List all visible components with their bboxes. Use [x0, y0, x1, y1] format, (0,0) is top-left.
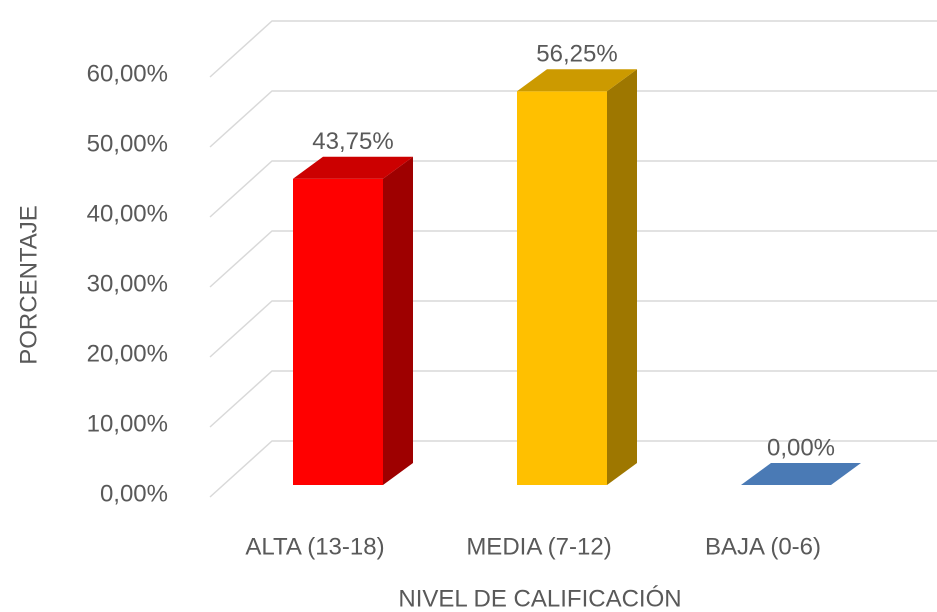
x-tick-label: BAJA (0-6)	[705, 533, 821, 560]
bar	[517, 69, 637, 485]
grid-line	[209, 440, 937, 498]
grid-line	[209, 370, 937, 428]
x-tick-label: MEDIA (7-12)	[466, 533, 611, 560]
y-tick-label: 0,00%	[100, 480, 168, 507]
bar-top	[293, 156, 413, 179]
value-label: 0,00%	[767, 434, 835, 461]
grid-line	[209, 230, 937, 288]
bar-front	[517, 91, 607, 485]
value-label: 43,75%	[312, 128, 393, 155]
bar-front	[293, 178, 383, 485]
bar	[293, 156, 413, 485]
bar-top	[517, 69, 637, 92]
grid-line	[209, 20, 937, 78]
value-label: 56,25%	[536, 41, 617, 68]
y-tick-label: 60,00%	[87, 60, 168, 87]
y-axis-title: PORCENTAJE	[15, 205, 42, 365]
x-axis-title: NIVEL DE CALIFICACIÓN	[398, 585, 681, 612]
y-tick-label: 30,00%	[87, 270, 168, 297]
y-tick-label: 40,00%	[87, 200, 168, 227]
grid-line	[209, 160, 937, 218]
bar-top	[741, 463, 861, 485]
y-tick-label: 50,00%	[87, 130, 168, 157]
y-tick-label: 10,00%	[87, 410, 168, 437]
grid-line	[209, 300, 937, 358]
grid-line	[209, 90, 937, 148]
y-tick-label: 20,00%	[87, 340, 168, 367]
x-tick-label: ALTA (13-18)	[245, 533, 384, 560]
bar-side	[383, 156, 413, 485]
bar	[741, 463, 861, 485]
bar-side	[607, 69, 637, 485]
